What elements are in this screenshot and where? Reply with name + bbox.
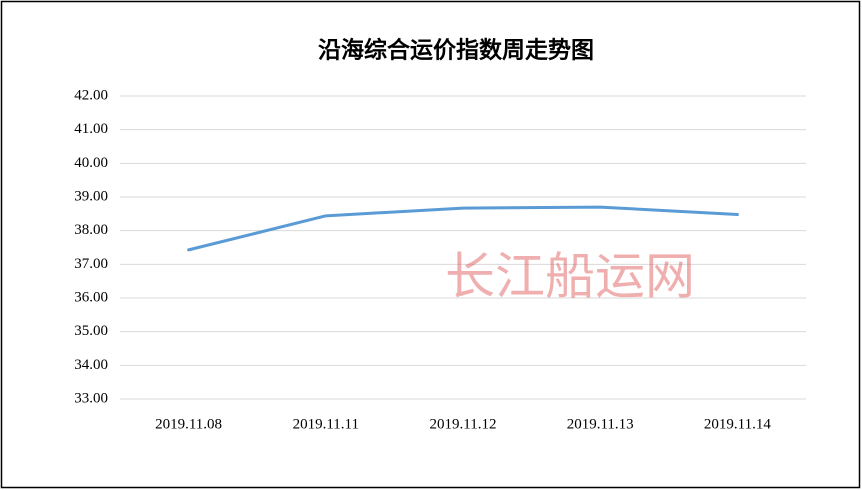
chart-title: 沿海综合运价指数周走势图 (318, 36, 594, 62)
x-tick-label: 2019.11.13 (567, 416, 634, 432)
y-tick-label: 41.00 (74, 121, 108, 137)
y-tick-label: 38.00 (74, 222, 108, 238)
x-tick-label: 2019.11.08 (155, 416, 222, 432)
y-tick-label: 40.00 (74, 155, 108, 171)
y-tick-label: 39.00 (74, 188, 108, 204)
y-tick-label: 35.00 (74, 323, 108, 339)
x-tick-label: 2019.11.11 (293, 416, 359, 432)
y-tick-label: 37.00 (74, 256, 108, 272)
x-tick-label: 2019.11.14 (704, 416, 771, 432)
watermark: 长江船运网 (445, 248, 695, 304)
y-tick-label: 36.00 (74, 289, 108, 305)
line-series (187, 205, 739, 252)
y-tick-label: 34.00 (74, 357, 108, 373)
y-tick-label: 33.00 (74, 390, 108, 406)
x-tick-label: 2019.11.12 (430, 416, 497, 432)
y-tick-label: 42.00 (74, 87, 108, 103)
